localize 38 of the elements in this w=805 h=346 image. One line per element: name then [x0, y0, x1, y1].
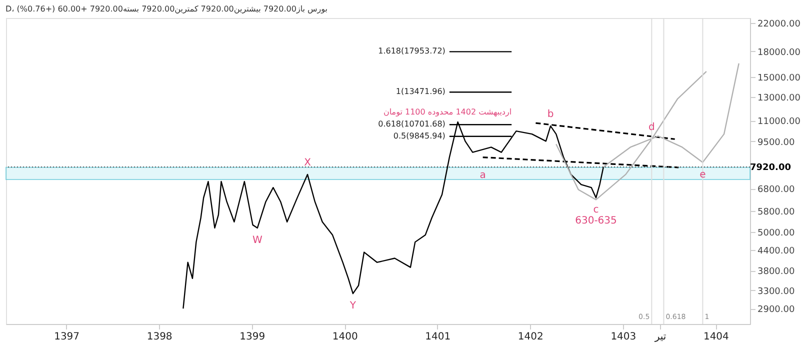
y-tick-label: 15000.00 — [758, 74, 801, 84]
y-tick-label: 3300.00 — [758, 286, 795, 297]
y-tick-label: 18000.00 — [758, 48, 801, 58]
ref-line-label: 7920.00 — [750, 163, 791, 174]
y-tick-label: 2900.00 — [758, 305, 795, 316]
x-tick-label: 1403 — [610, 332, 636, 342]
y-tick-label: 22000.00 — [758, 20, 801, 30]
y-tick-label: 13000.00 — [758, 94, 801, 104]
annotation: 1.618(17953.72) — [378, 46, 446, 56]
annotation: Y — [348, 300, 357, 312]
chart-title: D، بورس باز7920.00 بیشترین7920.00 کمترین7920.00 بسته7920.00 +60.00 (+0.76%) — [6, 4, 328, 14]
x-tick-label: 1404 — [703, 332, 729, 342]
x-tick-label: 1397 — [54, 332, 80, 342]
annotation: d — [648, 122, 655, 134]
y-tick-label: 5800.00 — [758, 207, 795, 218]
annotation: 0.5(9845.94) — [393, 131, 446, 140]
annotation: X — [304, 157, 312, 168]
annotation: W — [252, 234, 262, 246]
y-tick-label: 3800.00 — [758, 267, 795, 278]
x-tick-label: تیر — [654, 332, 666, 342]
annotation: 630-635 — [575, 216, 617, 227]
y-tick-label: 4400.00 — [758, 246, 795, 256]
x-tick-label: 1400 — [332, 332, 358, 342]
x-tick-label: 1401 — [425, 332, 451, 342]
y-tick-label: 5000.00 — [758, 228, 795, 238]
y-tick-label: 11000.00 — [758, 117, 801, 128]
x-tick-label: 1399 — [240, 332, 266, 342]
y-tick-label: 9500.00 — [758, 138, 795, 148]
annotation: e — [700, 169, 706, 180]
annotation: c — [593, 204, 599, 216]
annotation: 0.618(10701.68) — [378, 120, 446, 129]
x-tick-label: 1398 — [146, 332, 172, 342]
annotation: a — [480, 170, 486, 181]
annotation: b — [547, 109, 554, 120]
x-tick-label: 1402 — [518, 332, 544, 342]
annotation: 1(13471.96) — [396, 87, 446, 96]
y-tick-label: 6800.00 — [758, 185, 795, 196]
annotation: اردیبهشت 1402 محدوده 1100 تومان — [383, 108, 512, 117]
